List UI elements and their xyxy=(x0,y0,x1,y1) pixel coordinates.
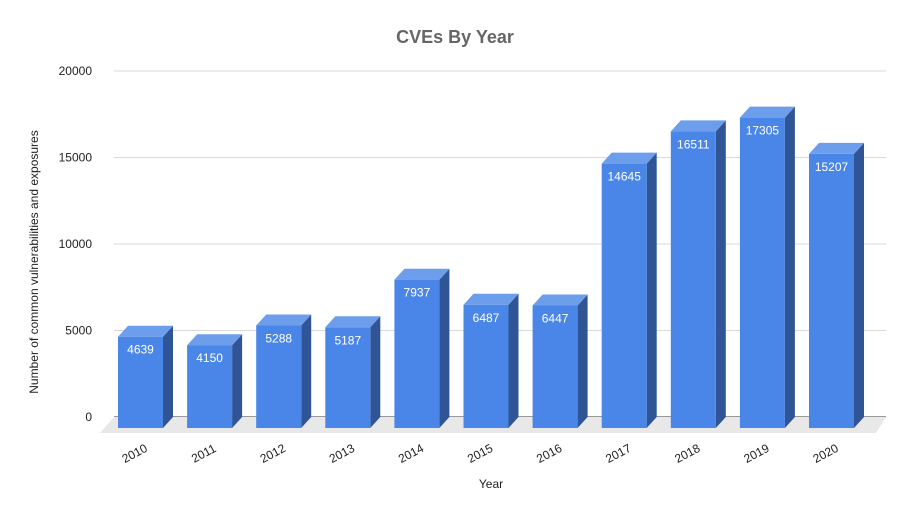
bar-value-label: 6447 xyxy=(542,311,569,325)
bar-value-label: 4150 xyxy=(196,351,223,365)
bar-top xyxy=(118,325,173,337)
bar-side xyxy=(646,152,657,429)
bar-side xyxy=(508,293,519,428)
x-tick-label: 2019 xyxy=(741,441,771,466)
bar xyxy=(325,327,371,428)
bar-group: 4150 xyxy=(187,334,243,428)
bar xyxy=(601,163,647,429)
bar xyxy=(739,117,785,428)
bar-group: 5288 xyxy=(256,314,312,428)
bar-group: 14645 xyxy=(601,152,657,429)
bar-value-label: 4639 xyxy=(127,343,154,357)
bar-top xyxy=(463,293,519,305)
x-tick-label: 2016 xyxy=(534,441,564,466)
y-axis-ticks: 0 5000 10000 15000 20000 xyxy=(59,64,93,424)
bar-value-label: 5187 xyxy=(334,333,361,347)
bar xyxy=(463,304,509,428)
bar-top xyxy=(532,294,588,306)
x-tick-label: 2015 xyxy=(465,441,495,466)
bar-top xyxy=(256,314,312,326)
bar xyxy=(809,153,854,429)
bar-side xyxy=(784,106,795,428)
x-axis-label: Year xyxy=(479,477,503,491)
chart-title: CVEs By Year xyxy=(396,27,514,47)
y-tick-label: 0 xyxy=(85,410,92,424)
bar xyxy=(187,345,233,428)
bar-side xyxy=(163,325,173,428)
x-tick-label: 2018 xyxy=(672,441,702,466)
x-tick-label: 2012 xyxy=(258,441,288,466)
bar-top xyxy=(394,268,450,280)
y-tick-label: 5000 xyxy=(65,324,92,338)
bar-value-label: 6487 xyxy=(473,311,500,325)
y-tick-label: 10000 xyxy=(59,237,93,251)
x-tick-label: 2014 xyxy=(396,441,426,466)
x-tick-label: 2013 xyxy=(327,441,357,466)
bar xyxy=(394,279,440,428)
y-tick-label: 20000 xyxy=(59,64,93,78)
bars: 4639 4150 5288 5187 7937 6487 6447 14645 16511 17… xyxy=(118,106,864,429)
bar-value-label: 16511 xyxy=(677,137,710,151)
bar-top xyxy=(739,106,795,118)
bar-value-label: 5288 xyxy=(265,332,292,346)
y-tick-label: 15000 xyxy=(59,151,93,165)
x-axis-ticks: 2010 2011 2012 2013 2014 2015 2016 2017 2018 2019… xyxy=(120,441,841,466)
x-tick-label: 2010 xyxy=(120,441,150,466)
bar-group: 5187 xyxy=(325,316,381,428)
bar-group: 6447 xyxy=(532,294,588,428)
bar-value-label: 14645 xyxy=(608,170,642,184)
bar-group: 15207 xyxy=(809,142,864,429)
bar-group: 16511 xyxy=(670,120,726,429)
bar-side xyxy=(370,316,381,428)
bar-side xyxy=(715,120,726,428)
bar-side xyxy=(854,142,864,429)
bar xyxy=(118,336,163,428)
y-axis-label: Number of common vulnerabilities and exp… xyxy=(27,130,41,393)
bar-side xyxy=(577,294,588,428)
bar-top xyxy=(670,120,726,132)
bar xyxy=(670,131,716,429)
bar-group: 7937 xyxy=(394,268,450,428)
bar xyxy=(256,325,302,428)
bar-group: 17305 xyxy=(739,106,795,428)
bar-top xyxy=(325,316,381,328)
bar-top xyxy=(809,142,864,154)
bar-side xyxy=(232,334,243,428)
bar-group: 6487 xyxy=(463,293,519,428)
bar-top xyxy=(601,152,657,164)
bar-side xyxy=(439,268,450,428)
bar-top xyxy=(187,334,243,346)
bar-group: 4639 xyxy=(118,325,173,428)
x-tick-label: 2011 xyxy=(189,441,219,466)
x-tick-label: 2020 xyxy=(811,441,841,466)
x-tick-label: 2017 xyxy=(603,441,633,466)
bar-value-label: 17305 xyxy=(746,124,780,138)
bar-value-label: 15207 xyxy=(815,160,849,174)
bar-value-label: 7937 xyxy=(404,286,431,300)
bar xyxy=(532,305,578,428)
bar-side xyxy=(301,314,312,428)
